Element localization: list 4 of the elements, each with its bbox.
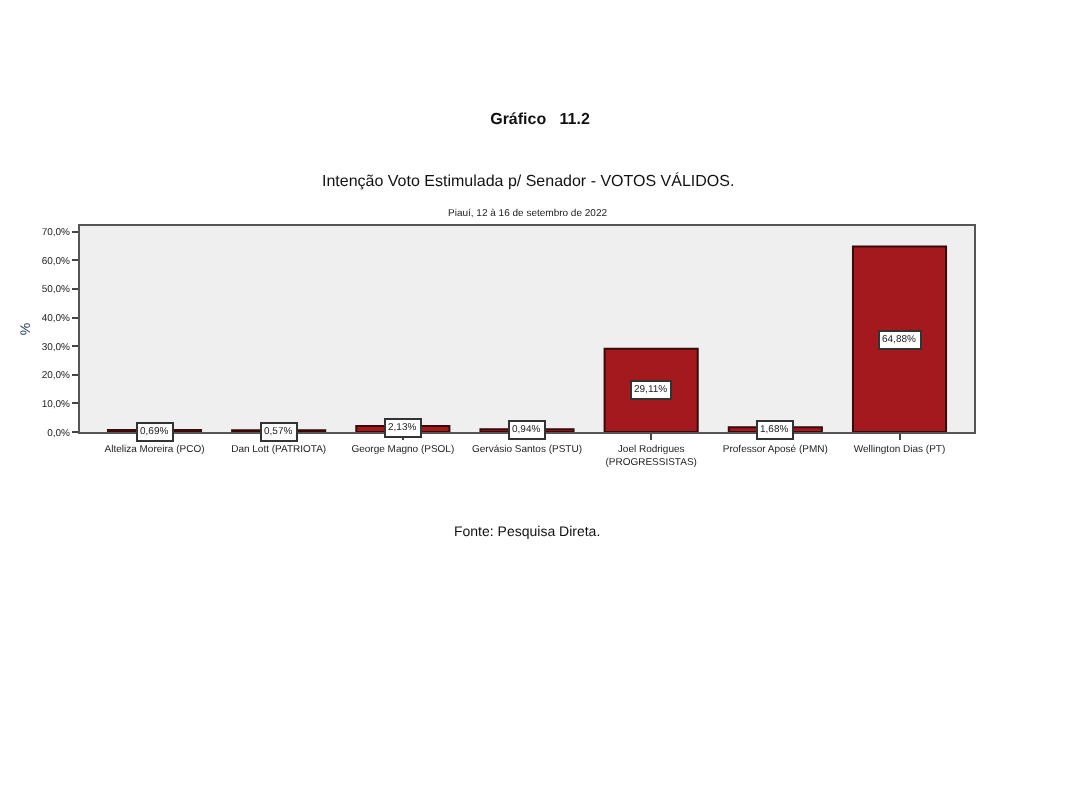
- chart-title: Gráfico 11.2: [490, 110, 591, 129]
- bar: [603, 347, 699, 432]
- bar: [851, 245, 948, 432]
- chart-subtitle: Intenção Voto Estimulada p/ Senador - VOTOS VÁLIDOS.: [322, 172, 735, 190]
